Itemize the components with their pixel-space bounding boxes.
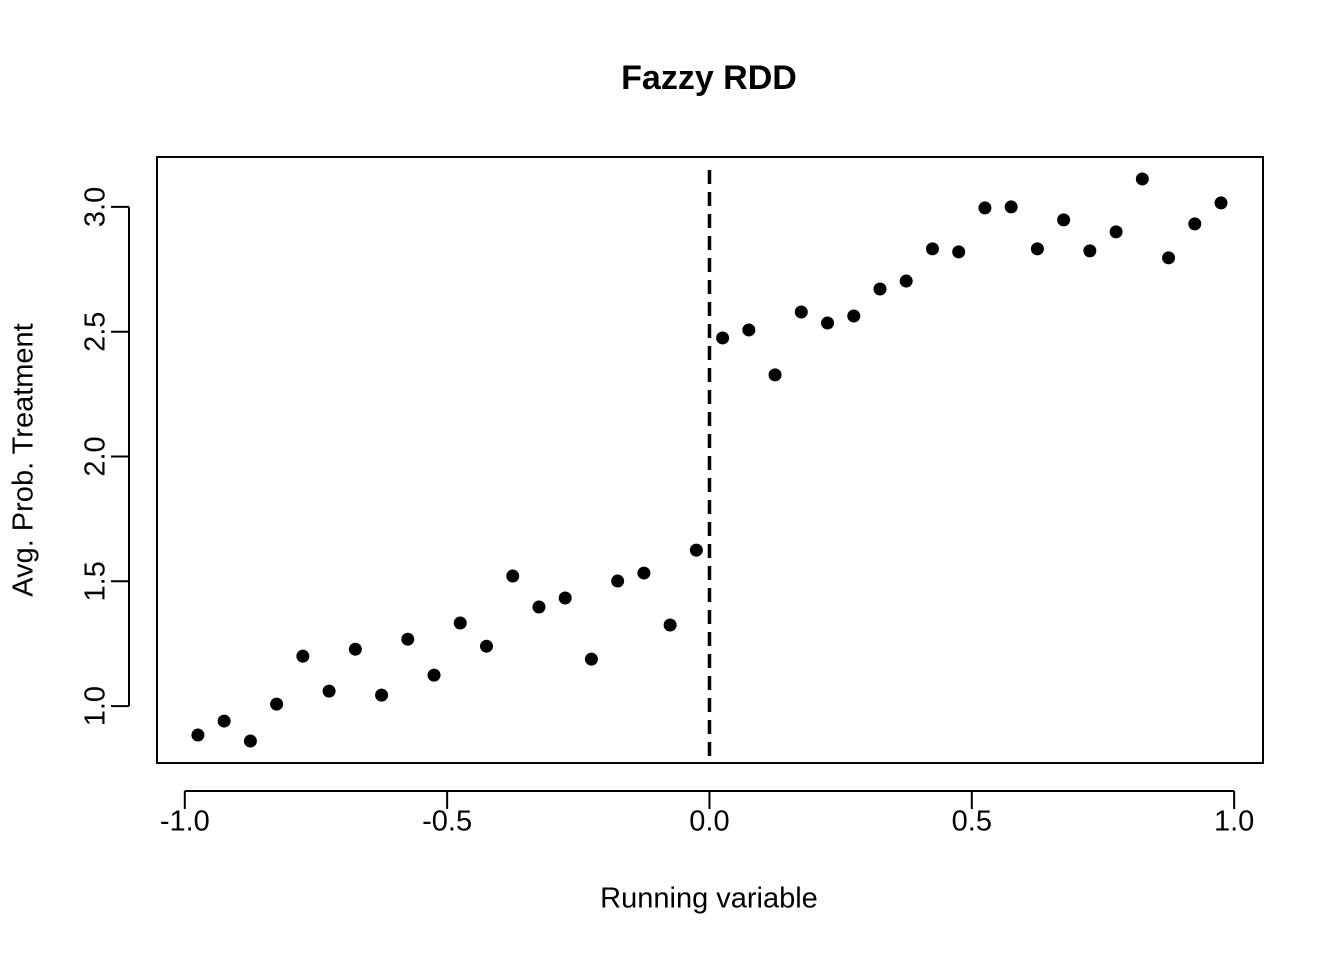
y-tick-label: 2.0 xyxy=(80,436,112,476)
point xyxy=(191,728,205,742)
x-tick-label: -0.5 xyxy=(422,806,472,838)
point xyxy=(401,632,415,646)
point xyxy=(663,618,677,632)
y-tick-label: 2.5 xyxy=(80,312,112,352)
point xyxy=(558,591,572,605)
point xyxy=(821,316,835,330)
point xyxy=(742,323,756,337)
plot-frame xyxy=(156,156,1264,764)
point xyxy=(1083,244,1097,258)
y-tick-label: 1.0 xyxy=(80,686,112,726)
x-axis-label: Running variable xyxy=(600,883,818,915)
point xyxy=(296,649,310,663)
point xyxy=(1214,196,1228,210)
y-tick-label: 1.5 xyxy=(80,561,112,601)
point xyxy=(716,331,730,345)
point xyxy=(270,697,284,711)
point xyxy=(847,309,861,323)
point xyxy=(348,642,362,656)
point xyxy=(768,368,782,382)
x-tick-label: 0.5 xyxy=(952,806,992,838)
chart-title: Fazzy RDD xyxy=(621,59,797,97)
point xyxy=(1135,172,1149,186)
point xyxy=(952,245,966,259)
point xyxy=(873,282,887,296)
point xyxy=(1030,242,1044,256)
point xyxy=(899,274,913,288)
point xyxy=(689,543,703,557)
point xyxy=(584,652,598,666)
point xyxy=(794,305,808,319)
y-axis-label: Avg. Prob. Treatment xyxy=(8,323,40,597)
point xyxy=(322,684,336,698)
x-tick-label: 1.0 xyxy=(1214,806,1254,838)
y-tick-label: 3.0 xyxy=(80,187,112,227)
point xyxy=(506,569,520,583)
point xyxy=(217,714,231,728)
point xyxy=(375,688,389,702)
point xyxy=(1004,200,1018,214)
x-tick-label: -1.0 xyxy=(160,806,210,838)
point xyxy=(1109,225,1123,239)
point xyxy=(637,566,651,580)
point xyxy=(925,242,939,256)
point xyxy=(427,668,441,682)
point xyxy=(978,201,992,215)
point xyxy=(453,616,467,630)
point xyxy=(532,600,546,614)
point xyxy=(611,574,625,588)
point xyxy=(243,734,257,748)
point xyxy=(1188,217,1202,231)
point xyxy=(479,639,493,653)
point xyxy=(1057,213,1071,227)
x-tick-label: 0.0 xyxy=(689,806,729,838)
point xyxy=(1162,251,1176,265)
